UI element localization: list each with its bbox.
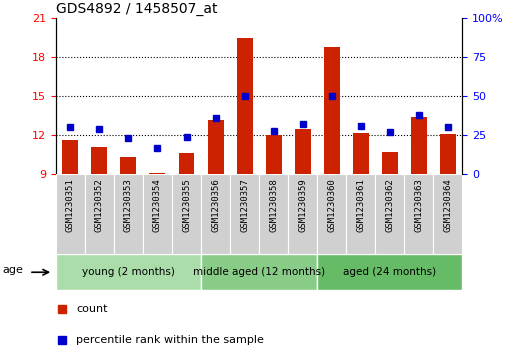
Bar — [143, 174, 172, 254]
Bar — [201, 254, 317, 290]
Text: GSM1230351: GSM1230351 — [66, 178, 75, 232]
Text: GDS4892 / 1458507_at: GDS4892 / 1458507_at — [56, 2, 217, 16]
Text: GSM1230354: GSM1230354 — [153, 178, 162, 232]
Text: GSM1230364: GSM1230364 — [443, 178, 452, 232]
Bar — [295, 129, 310, 174]
Text: middle aged (12 months): middle aged (12 months) — [193, 267, 325, 277]
Text: GSM1230359: GSM1230359 — [298, 178, 307, 232]
Bar — [288, 174, 317, 254]
Bar — [317, 254, 462, 290]
Bar — [56, 254, 201, 290]
Bar — [62, 140, 78, 174]
Bar — [440, 134, 456, 174]
Bar — [317, 174, 346, 254]
Bar — [324, 47, 340, 174]
Bar — [56, 174, 85, 254]
Bar — [230, 174, 259, 254]
Bar — [201, 174, 230, 254]
Bar — [91, 147, 107, 174]
Text: GSM1230352: GSM1230352 — [95, 178, 104, 232]
Text: GSM1230357: GSM1230357 — [240, 178, 249, 232]
Text: young (2 months): young (2 months) — [82, 267, 175, 277]
Text: GSM1230361: GSM1230361 — [356, 178, 365, 232]
Text: GSM1230362: GSM1230362 — [385, 178, 394, 232]
Bar — [237, 38, 252, 174]
Bar — [382, 152, 398, 174]
Bar — [120, 157, 137, 174]
Text: GSM1230356: GSM1230356 — [211, 178, 220, 232]
Bar — [178, 154, 195, 174]
Bar — [259, 174, 288, 254]
Text: age: age — [3, 265, 24, 276]
Text: GSM1230358: GSM1230358 — [269, 178, 278, 232]
Text: GSM1230353: GSM1230353 — [124, 178, 133, 232]
Bar — [208, 120, 224, 174]
Bar — [266, 135, 281, 174]
Text: GSM1230360: GSM1230360 — [327, 178, 336, 232]
Bar — [149, 173, 166, 174]
Bar — [375, 174, 404, 254]
Bar — [85, 174, 114, 254]
Bar — [346, 174, 375, 254]
Bar — [353, 132, 369, 174]
Bar — [114, 174, 143, 254]
Text: GSM1230363: GSM1230363 — [414, 178, 423, 232]
Bar — [433, 174, 462, 254]
Text: aged (24 months): aged (24 months) — [343, 267, 436, 277]
Bar — [411, 117, 427, 174]
Text: percentile rank within the sample: percentile rank within the sample — [76, 335, 264, 345]
Bar — [404, 174, 433, 254]
Text: GSM1230355: GSM1230355 — [182, 178, 191, 232]
Text: count: count — [76, 305, 108, 314]
Bar — [172, 174, 201, 254]
